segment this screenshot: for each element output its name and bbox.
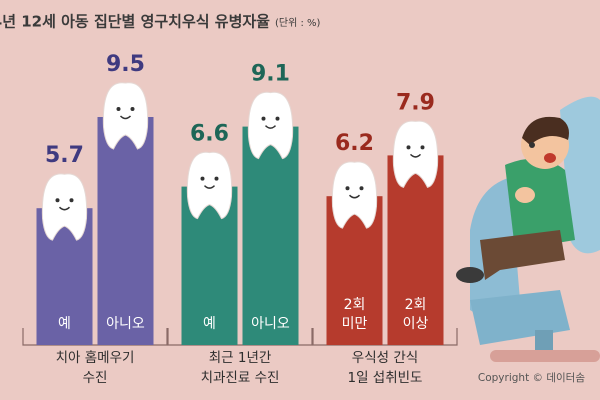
value-label: 7.9 [396,90,435,115]
group-bracket [167,328,313,346]
bar-label: 미만 [342,316,368,332]
tooth-eye [359,186,364,191]
tooth-eye [55,198,60,203]
tooth-eye [116,107,121,111]
tooth-eye [69,198,74,203]
copyright: Copyright © 데이터솜 [478,372,585,384]
tooth-icon [41,173,88,241]
group-label: 최근 1년간 [209,350,272,366]
chart-title: 2024년 12세 아동 집단별 영구치우식 유병자율 [0,13,270,31]
value-label: 9.1 [251,62,290,87]
tooth-eye [345,186,350,191]
tooth-mouth [348,194,361,199]
bar [181,186,238,345]
tooth-eye [406,145,411,150]
tooth-icon [247,91,294,160]
value-label: 6.2 [335,131,374,156]
value-label: 6.6 [190,122,229,147]
tooth-mouth [119,115,132,120]
bar [242,126,299,345]
unit-note: (단위 : %) [275,16,321,29]
tooth-mouth [58,206,71,211]
value-label: 9.5 [106,52,145,77]
tooth-mouth [264,125,277,129]
bar-label: 2회 [405,297,427,313]
tooth-icon [331,161,378,229]
group-bracket [312,328,458,346]
tooth-eye [275,116,280,121]
bar-label: 아니오 [251,316,290,332]
value-label: 5.7 [45,143,84,168]
tooth-icon [186,151,233,220]
bar-label: 아니오 [106,316,145,332]
group-label: 수진 [83,370,108,386]
illustration [456,96,600,362]
tooth-mouth [203,185,216,189]
bar-label: 예 [203,316,216,332]
group-label: 치아 홈메우기 [56,350,135,366]
tooth-eye [261,116,266,121]
group-label: 우식성 간식 [352,350,418,366]
bar-label: 예 [58,316,71,332]
tooth-mouth [409,153,422,158]
bar-label: 2회 [344,297,366,313]
group-label: 1일 섭취빈도 [348,370,423,386]
bar-label: 이상 [403,316,429,332]
bar [387,155,444,345]
tooth-eye [420,145,425,150]
group-label: 치과진료 수진 [201,370,280,386]
bar [97,117,154,345]
tooth-icon [392,120,439,188]
group-bracket [22,328,168,346]
tooth-icon [102,82,149,150]
tooth-eye [214,176,219,181]
tooth-eye [130,107,135,111]
tooth-eye [200,176,205,181]
